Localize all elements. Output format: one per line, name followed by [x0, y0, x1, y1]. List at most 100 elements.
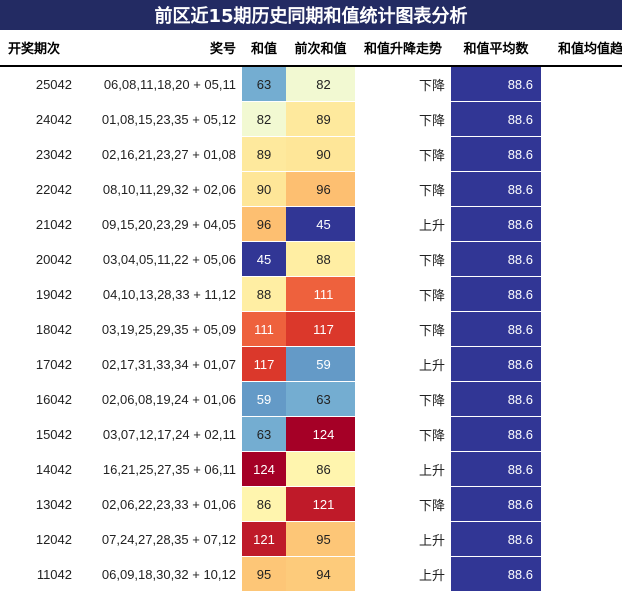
header-prev-sum: 前次和值 [286, 30, 355, 66]
cell-sum: 111 [242, 312, 286, 347]
cell-avg-trend: 高 [541, 172, 622, 207]
cell-issue: 13042 [0, 487, 82, 522]
cell-sum: 124 [242, 452, 286, 487]
cell-winning-numbers: 02,17,31,33,34 + 01,07 [82, 347, 242, 382]
cell-issue: 18042 [0, 312, 82, 347]
cell-issue: 23042 [0, 137, 82, 172]
cell-winning-numbers: 04,10,13,28,33 + 11,12 [82, 277, 242, 312]
cell-trend: 下降 [355, 172, 451, 207]
cell-sum: 89 [242, 137, 286, 172]
cell-avg: 88.6 [451, 242, 541, 277]
cell-winning-numbers: 03,04,05,11,22 + 05,06 [82, 242, 242, 277]
cell-sum: 117 [242, 347, 286, 382]
cell-winning-numbers: 03,19,25,29,35 + 05,09 [82, 312, 242, 347]
cell-avg-trend: 低 [541, 102, 622, 137]
cell-issue: 25042 [0, 66, 82, 102]
header-avg-trend: 和值均值趋势 [541, 30, 622, 66]
cell-avg-trend: 高 [541, 557, 622, 591]
cell-trend: 下降 [355, 417, 451, 452]
cell-trend: 上升 [355, 522, 451, 557]
cell-issue: 15042 [0, 417, 82, 452]
cell-issue: 12042 [0, 522, 82, 557]
cell-avg: 88.6 [451, 382, 541, 417]
cell-avg-trend: 高 [541, 312, 622, 347]
cell-prev-sum: 89 [286, 102, 355, 137]
cell-avg: 88.6 [451, 312, 541, 347]
sum-stats-table: 开奖期次 奖号 和值 前次和值 和值升降走势 和值平均数 和值均值趋势 2504… [0, 30, 622, 591]
cell-avg-trend: 低 [541, 382, 622, 417]
cell-winning-numbers: 02,16,21,23,27 + 01,08 [82, 137, 242, 172]
cell-sum: 86 [242, 487, 286, 522]
cell-issue: 11042 [0, 557, 82, 591]
cell-sum: 121 [242, 522, 286, 557]
cell-trend: 上升 [355, 207, 451, 242]
cell-sum: 90 [242, 172, 286, 207]
cell-prev-sum: 111 [286, 277, 355, 312]
cell-issue: 24042 [0, 102, 82, 137]
cell-sum: 88 [242, 277, 286, 312]
cell-winning-numbers: 08,10,11,29,32 + 02,06 [82, 172, 242, 207]
cell-avg-trend: 高 [541, 522, 622, 557]
cell-prev-sum: 94 [286, 557, 355, 591]
cell-sum: 63 [242, 417, 286, 452]
cell-avg-trend: 低 [541, 66, 622, 102]
cell-issue: 20042 [0, 242, 82, 277]
cell-trend: 下降 [355, 382, 451, 417]
cell-winning-numbers: 16,21,25,27,35 + 06,11 [82, 452, 242, 487]
cell-prev-sum: 117 [286, 312, 355, 347]
cell-avg: 88.6 [451, 66, 541, 102]
cell-trend: 上升 [355, 452, 451, 487]
cell-sum: 63 [242, 66, 286, 102]
cell-avg: 88.6 [451, 137, 541, 172]
cell-avg: 88.6 [451, 207, 541, 242]
cell-avg: 88.6 [451, 557, 541, 591]
cell-winning-numbers: 06,09,18,30,32 + 10,12 [82, 557, 242, 591]
cell-issue: 17042 [0, 347, 82, 382]
cell-winning-numbers: 06,08,11,18,20 + 05,11 [82, 66, 242, 102]
header-numbers: 奖号 [82, 30, 242, 66]
cell-winning-numbers: 07,24,27,28,35 + 07,12 [82, 522, 242, 557]
cell-avg: 88.6 [451, 452, 541, 487]
cell-avg: 88.6 [451, 102, 541, 137]
header-issue: 开奖期次 [0, 30, 82, 66]
cell-prev-sum: 121 [286, 487, 355, 522]
cell-winning-numbers: 01,08,15,23,35 + 05,12 [82, 102, 242, 137]
cell-avg-trend: 低 [541, 277, 622, 312]
cell-sum: 45 [242, 242, 286, 277]
cell-trend: 下降 [355, 102, 451, 137]
cell-sum: 95 [242, 557, 286, 591]
cell-prev-sum: 95 [286, 522, 355, 557]
cell-trend: 上升 [355, 557, 451, 591]
cell-winning-numbers: 02,06,22,23,33 + 01,06 [82, 487, 242, 522]
cell-avg: 88.6 [451, 347, 541, 382]
cell-winning-numbers: 02,06,08,19,24 + 01,06 [82, 382, 242, 417]
cell-sum: 59 [242, 382, 286, 417]
cell-avg: 88.6 [451, 487, 541, 522]
cell-winning-numbers: 09,15,20,23,29 + 04,05 [82, 207, 242, 242]
cell-prev-sum: 88 [286, 242, 355, 277]
cell-avg: 88.6 [451, 172, 541, 207]
cell-trend: 下降 [355, 137, 451, 172]
cell-avg-trend: 高 [541, 137, 622, 172]
cell-prev-sum: 63 [286, 382, 355, 417]
cell-avg-trend: 高 [541, 347, 622, 382]
cell-prev-sum: 124 [286, 417, 355, 452]
cell-avg: 88.6 [451, 417, 541, 452]
cell-trend: 下降 [355, 277, 451, 312]
cell-avg-trend: 高 [541, 207, 622, 242]
cell-issue: 19042 [0, 277, 82, 312]
cell-avg: 88.6 [451, 277, 541, 312]
cell-trend: 上升 [355, 347, 451, 382]
